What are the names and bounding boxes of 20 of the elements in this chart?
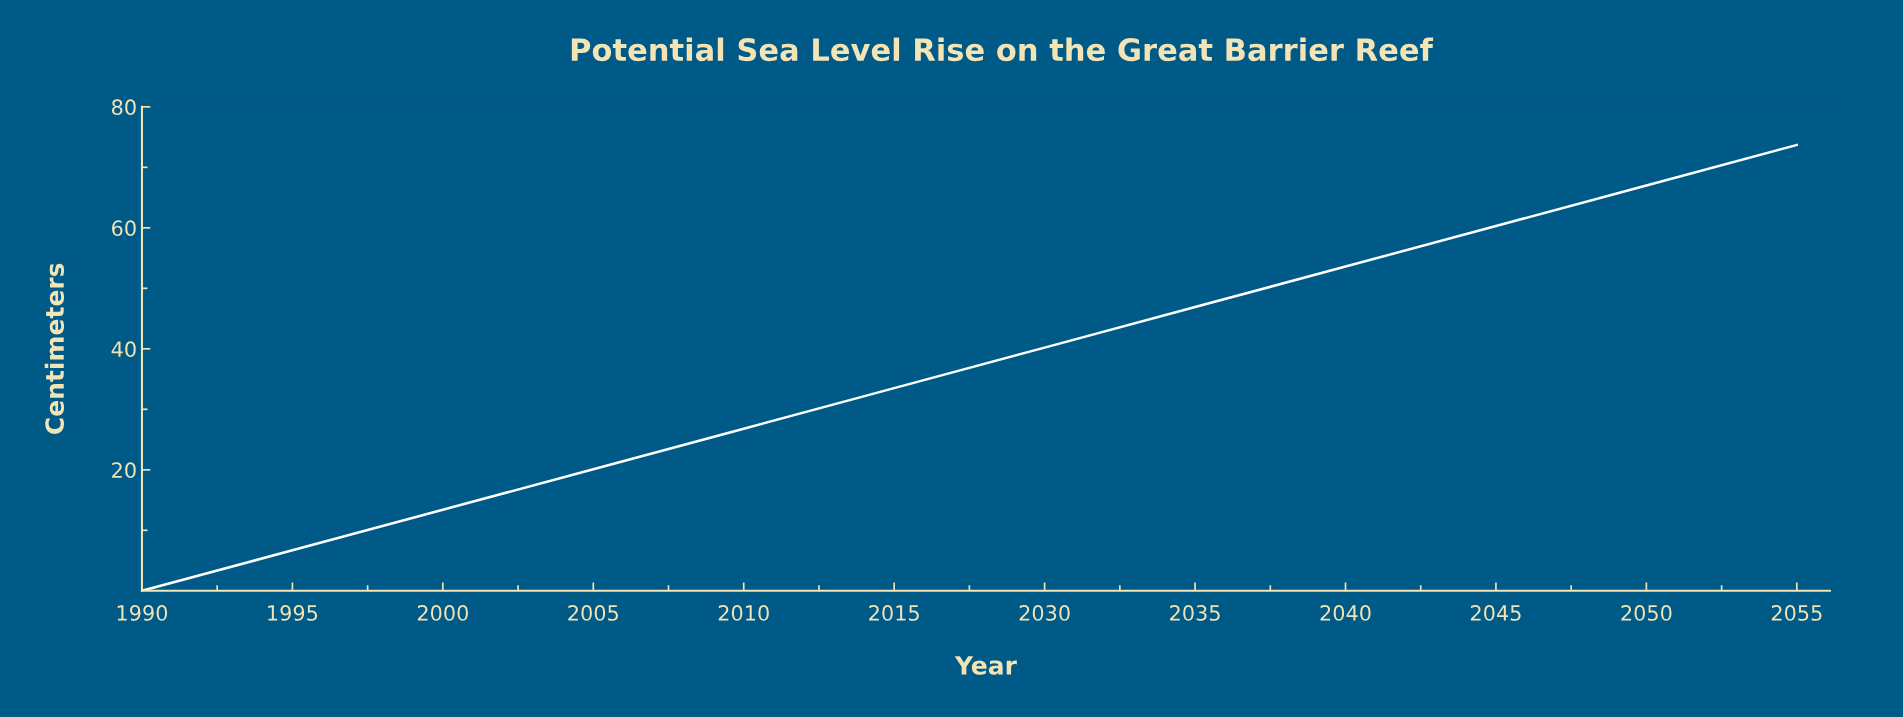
y-tick-label: 40	[111, 341, 136, 358]
x-tick-label: 2055	[1771, 605, 1822, 621]
y-tick-label: 20	[112, 462, 136, 479]
y-tick-label: 80	[112, 99, 136, 116]
x-axis-title: Year	[954, 656, 1017, 675]
x-tick-label: 2015	[869, 605, 919, 621]
x-tick-label: 2035	[1170, 605, 1220, 621]
chart-title: Potential Sea Level Rise on the Great Barrier Reef	[571, 37, 1434, 62]
x-tick-label: 2030	[1019, 605, 1070, 621]
x-tick-label: 2000	[417, 605, 468, 621]
x-tick-label: 2050	[1621, 605, 1672, 621]
y-tick-label: 60	[112, 220, 136, 237]
x-tick-label: 2045	[1470, 605, 1521, 621]
x-tick-label: 1995	[268, 605, 318, 621]
x-tick-label: 1990	[117, 605, 168, 621]
line-series	[141, 143, 1799, 591]
x-tick-label: 2005	[568, 605, 618, 621]
x-tick-label: 2010	[718, 605, 769, 621]
y-axis-title: Centimeters	[44, 263, 65, 434]
x-tick-label: 2040	[1320, 605, 1371, 621]
